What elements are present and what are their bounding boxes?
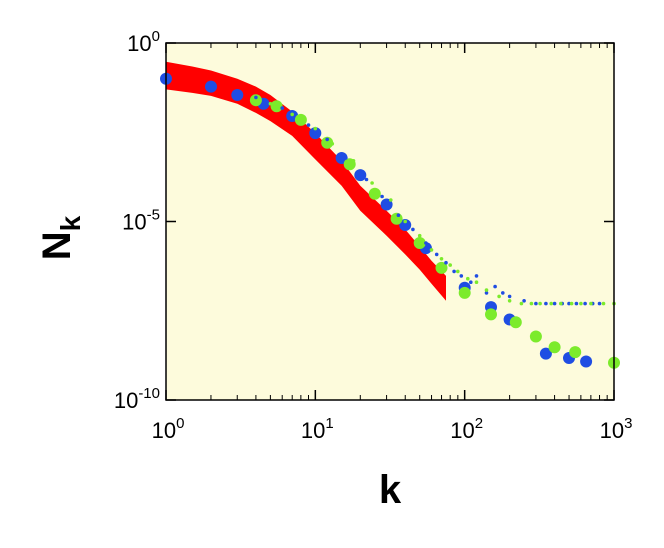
series-4-point-22 [559,301,563,306]
series-2-point-3 [321,136,334,149]
series-2-point-6 [390,212,403,225]
series-2-point-14 [569,346,582,359]
series-2-point-2 [294,113,307,126]
y-axis-title-main: N [35,231,79,260]
series-4-point-25 [589,301,593,306]
series-4-point-21 [549,301,553,306]
data-layer [160,61,620,369]
series-3-point-7 [396,213,401,217]
series-3-point-22 [544,301,548,306]
series-3-point-8 [411,227,415,232]
series-3-point-18 [501,291,505,295]
series-4-point-18 [519,301,524,306]
series-2-point-12 [529,330,542,343]
series-3-point-6 [380,194,384,199]
series-4-point-0 [268,101,273,106]
series-3-point-17 [493,284,497,289]
series-3-point-9 [424,241,428,245]
x-axis-title: k [379,468,402,512]
series-3-point-26 [574,301,579,306]
series-3-point-5 [364,177,369,182]
series-2-point-7 [413,237,426,249]
series-4-point-26 [601,301,606,306]
series-4-point-11 [448,263,453,267]
series-4-point-19 [529,301,534,306]
series-4-point-20 [538,301,542,306]
series-3-point-23 [552,301,557,306]
series-2-point-13 [548,341,561,354]
series-3-point-27 [583,301,587,306]
series-4-point-15 [484,288,489,292]
series-4-point-16 [497,294,501,299]
series-3-point-1 [280,106,285,110]
y-axis-title: Nk [35,215,86,260]
y-axis-title-sub: k [55,215,86,231]
series-3-point-3 [325,137,330,142]
series-3-point-0 [254,95,258,100]
series-1-point-6 [335,152,348,164]
series-3-point-13 [459,274,464,278]
series-3-point-14 [469,280,473,285]
x-tick-label-2: 102 [450,415,483,443]
series-2-point-5 [368,187,381,200]
y-tick-label-2: 10-10 [114,385,160,413]
y-tick-label-0: 100 [127,28,160,56]
series-2-point-1 [270,100,283,113]
series-1-point-7 [354,169,367,182]
series-3-point-20 [522,299,526,303]
series-4-point-13 [466,276,470,281]
series-1-point-8 [380,198,393,211]
series-4-point-17 [507,299,512,303]
series-2-point-8 [435,261,448,274]
series-2-point-11 [509,316,522,329]
series-3-point-15 [474,274,479,278]
series-3-point-2 [306,123,311,127]
series-3-point-16 [484,291,489,295]
series-3-point-4 [344,156,348,160]
y-tick-label-1: 10-5 [122,207,160,235]
series-4-point-10 [439,257,444,261]
series-1-point-5 [309,127,322,140]
series-3-point-29 [597,301,602,306]
series-3-point-11 [444,260,448,265]
ticks-layer: 100 101 102 103 100 10-5 10-10 [114,28,633,443]
series-3-point-21 [534,301,538,306]
series-3-point-25 [567,301,571,306]
series-1-point-1 [205,80,217,93]
x-tick-label-3: 103 [600,415,633,443]
series-4-point-23 [569,301,574,306]
series-4-point-24 [579,301,583,306]
series-4-point-6 [389,198,393,202]
red-band [166,61,446,301]
series-4-point-4 [351,159,356,163]
series-4-point-14 [474,280,479,285]
series-4-point-2 [313,126,318,131]
series-2-point-10 [485,308,497,321]
x-tick-label-1: 101 [301,415,334,443]
series-4-point-12 [456,269,460,274]
series-4-point-8 [417,233,422,238]
series-1-point-16 [580,355,593,368]
series-2-point-0 [249,94,262,107]
series-1-point-14 [539,347,552,360]
series-4-point-5 [370,181,374,185]
series-4-point-9 [429,248,434,252]
series-3-point-19 [507,294,512,299]
series-1-point-9 [399,219,412,231]
series-4-point-7 [403,219,408,224]
series-4-point-1 [290,112,295,117]
svg-text:Nk: Nk [35,215,86,260]
series-2-point-9 [458,286,471,299]
series-1-point-2 [231,89,244,101]
series-4-point-3 [330,142,335,146]
x-tick-label-0: 100 [152,415,185,443]
series-3-point-12 [452,269,456,274]
series-3-point-10 [434,252,439,257]
